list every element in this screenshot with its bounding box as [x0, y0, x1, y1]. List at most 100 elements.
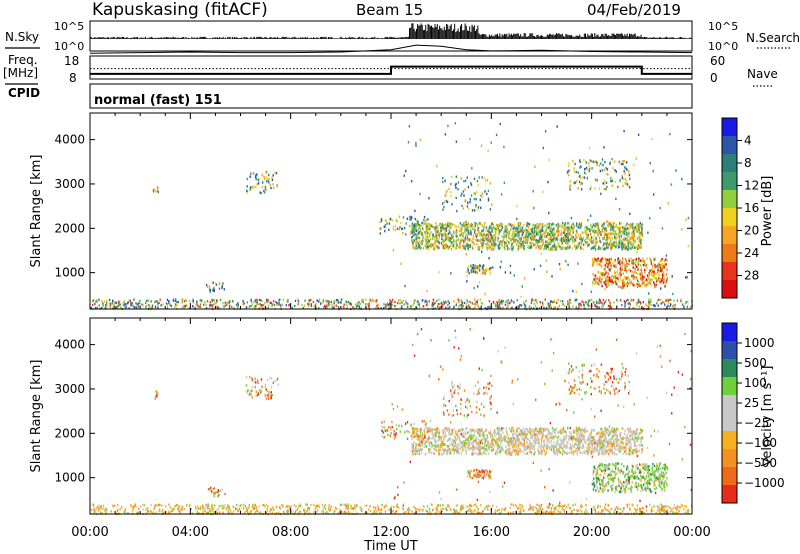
data-cell — [625, 264, 627, 268]
data-cell — [567, 247, 569, 250]
data-cell — [550, 305, 552, 308]
data-cell — [587, 233, 589, 237]
data-cell — [439, 302, 441, 305]
data-cell — [345, 507, 347, 510]
data-cell — [576, 236, 578, 239]
data-cell — [428, 231, 430, 235]
data-cell — [575, 299, 577, 302]
data-cell — [481, 250, 483, 254]
data-cell — [640, 272, 643, 275]
data-cell — [671, 508, 673, 511]
data-cell — [596, 178, 598, 182]
data-cell — [145, 304, 148, 307]
data-cell — [528, 306, 531, 309]
data-cell — [410, 180, 413, 183]
data-cell — [552, 300, 554, 304]
data-cell — [538, 223, 540, 226]
data-cell — [590, 238, 592, 242]
data-cell — [652, 274, 654, 278]
data-cell — [554, 233, 556, 236]
data-cell — [647, 292, 650, 295]
data-cell — [102, 302, 104, 305]
data-cell — [636, 251, 638, 254]
data-cell — [628, 240, 630, 244]
data-cell — [661, 259, 663, 262]
data-cell — [631, 226, 634, 230]
data-cell — [227, 509, 229, 512]
data-cell — [661, 273, 664, 276]
data-cell — [633, 271, 635, 274]
data-cell — [667, 505, 669, 508]
data-cell — [559, 503, 561, 507]
data-cell — [503, 246, 506, 249]
data-cell — [183, 300, 186, 303]
data-cell — [168, 503, 170, 506]
data-cell — [625, 269, 628, 272]
data-cell — [444, 228, 446, 232]
data-cell — [659, 511, 661, 515]
data-cell — [125, 305, 127, 308]
data-cell — [616, 273, 618, 277]
data-cell — [478, 239, 480, 242]
data-cell — [159, 509, 161, 513]
data-cell — [610, 306, 612, 309]
data-cell — [255, 505, 258, 508]
data-cell — [398, 506, 400, 509]
data-cell — [259, 511, 262, 514]
data-cell — [150, 510, 153, 514]
data-cell — [472, 267, 474, 270]
data-cell — [425, 239, 427, 243]
data-cell — [253, 306, 255, 309]
data-cell — [630, 281, 632, 284]
data-cell — [570, 301, 572, 304]
data-cell — [547, 226, 550, 229]
data-cell — [417, 242, 420, 246]
data-cell — [646, 257, 648, 260]
data-cell — [478, 231, 480, 234]
data-cell — [463, 180, 465, 183]
data-cell — [142, 304, 144, 307]
data-cell — [605, 243, 608, 247]
data-cell — [112, 305, 114, 308]
data-cell — [481, 192, 484, 195]
data-cell — [482, 234, 485, 237]
data-cell — [643, 261, 646, 264]
data-cell — [612, 222, 614, 225]
data-cell — [221, 285, 223, 288]
data-cell — [498, 230, 501, 234]
data-cell — [560, 247, 562, 251]
data-cell — [441, 225, 444, 229]
data-cell — [551, 228, 553, 232]
data-cell — [533, 223, 535, 227]
data-cell — [243, 302, 245, 305]
data-cell — [347, 503, 349, 506]
data-cell — [299, 503, 301, 506]
data-cell — [631, 262, 633, 265]
data-cell — [461, 192, 463, 196]
data-cell — [159, 508, 161, 511]
data-cell — [93, 298, 95, 301]
data-cell — [526, 238, 529, 242]
data-cell — [546, 233, 549, 236]
data-cell — [473, 192, 475, 195]
data-cell — [549, 241, 551, 245]
data-cell — [589, 240, 592, 243]
data-cell — [468, 207, 470, 211]
data-cell — [267, 299, 269, 302]
data-cell — [450, 223, 452, 226]
data-cell — [641, 511, 644, 514]
data-cell — [347, 301, 349, 304]
data-cell — [567, 236, 569, 240]
data-cell — [601, 227, 603, 230]
data-cell — [94, 302, 96, 306]
data-cell — [636, 283, 638, 286]
data-cell — [614, 274, 616, 278]
data-cell — [329, 509, 332, 512]
data-cell — [624, 263, 626, 267]
data-cell — [251, 505, 254, 508]
data-cell — [626, 505, 629, 508]
data-cell — [567, 222, 569, 225]
data-cell — [360, 506, 362, 509]
data-cell — [155, 301, 157, 304]
data-cell — [516, 226, 518, 230]
